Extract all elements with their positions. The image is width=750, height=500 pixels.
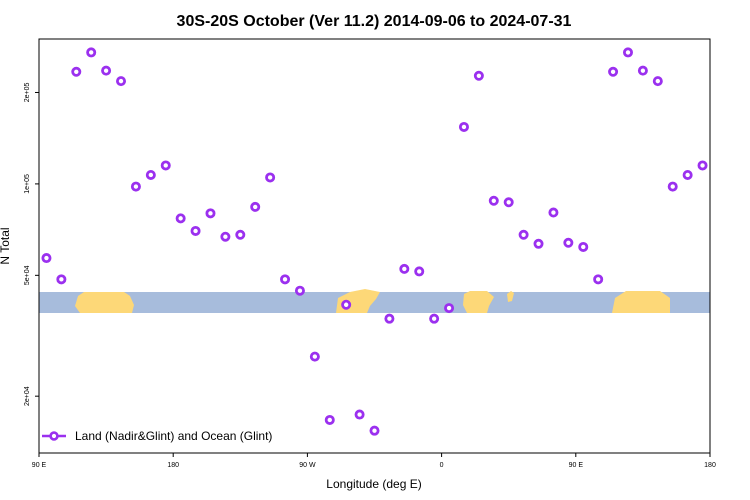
- legend: Land (Nadir&Glint) and Ocean (Glint): [42, 429, 272, 443]
- chart-title: 30S-20S October (Ver 11.2) 2014-09-06 to…: [177, 13, 572, 30]
- y-tick-label: 5e+04: [24, 265, 31, 285]
- data-point: [205, 208, 216, 219]
- data-point: [429, 313, 440, 324]
- land-shape: [463, 291, 494, 313]
- data-point: [518, 229, 529, 240]
- data-point: [145, 169, 156, 180]
- data-point: [533, 238, 544, 249]
- x-tick-label: 0: [440, 462, 444, 469]
- data-point: [160, 160, 171, 171]
- y-tick-label: 2e+05: [24, 83, 31, 103]
- data-point: [637, 65, 648, 76]
- data-point: [593, 274, 604, 285]
- data-point: [399, 263, 410, 274]
- data-point: [101, 65, 112, 76]
- data-point: [250, 201, 261, 212]
- x-tick-label: 180: [704, 462, 716, 469]
- x-tick-label: 90 E: [32, 462, 47, 469]
- data-point: [444, 303, 455, 314]
- data-point: [458, 121, 469, 132]
- land-shape: [612, 291, 670, 313]
- data-point: [473, 70, 484, 81]
- y-axis-label: N Total: [0, 227, 12, 264]
- x-tick-label: 90 W: [299, 462, 316, 469]
- data-point: [563, 237, 574, 248]
- x-axis-label: Longitude (deg E): [326, 477, 421, 491]
- data-point: [697, 160, 708, 171]
- data-points: [41, 47, 708, 436]
- data-point: [369, 425, 380, 436]
- data-point: [41, 253, 52, 264]
- data-point: [175, 213, 186, 224]
- land-shape: [507, 291, 514, 302]
- data-point: [280, 274, 291, 285]
- y-tick-label: 2e+04: [24, 386, 31, 406]
- data-point: [384, 313, 395, 324]
- data-point: [503, 197, 514, 208]
- data-point: [354, 409, 365, 420]
- y-axis: 2e+04 5e+04 1e+05 2e+05: [24, 83, 39, 406]
- x-axis: 90 E 180 90 W 0 90 E 180: [32, 453, 716, 469]
- plot-frame: [38, 38, 711, 454]
- data-point: [265, 172, 276, 183]
- data-point: [682, 169, 693, 180]
- data-point: [488, 195, 499, 206]
- data-point: [414, 266, 425, 277]
- data-point: [220, 231, 231, 242]
- map-strip: [39, 289, 710, 313]
- ocean-band: [39, 292, 710, 313]
- land-shape: [75, 292, 134, 313]
- legend-marker: [49, 431, 59, 441]
- data-point: [235, 229, 246, 240]
- data-point: [667, 181, 678, 192]
- data-point: [130, 181, 141, 192]
- data-point: [86, 47, 97, 58]
- data-point: [309, 351, 320, 362]
- data-point: [548, 207, 559, 218]
- data-point: [190, 225, 201, 236]
- y-tick-label: 1e+05: [24, 174, 31, 194]
- data-point: [324, 414, 335, 425]
- data-point: [116, 76, 127, 87]
- data-point: [71, 66, 82, 77]
- data-point: [608, 66, 619, 77]
- x-tick-label: 90 E: [569, 462, 584, 469]
- data-point: [652, 76, 663, 87]
- data-point: [622, 47, 633, 58]
- data-point: [341, 299, 352, 310]
- data-point: [56, 274, 67, 285]
- data-point: [578, 241, 589, 252]
- legend-label: Land (Nadir&Glint) and Ocean (Glint): [75, 429, 272, 443]
- x-tick-label: 180: [167, 462, 179, 469]
- data-point: [294, 285, 305, 296]
